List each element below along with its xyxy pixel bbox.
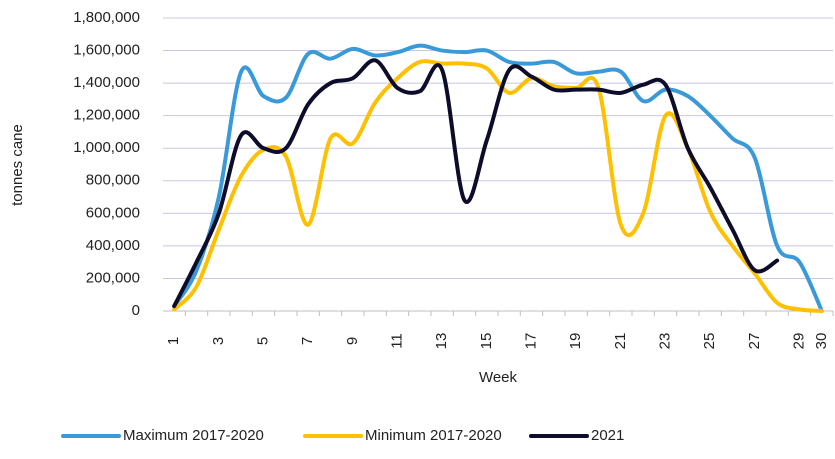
x-tick-label: 1 [165,337,182,345]
y-tick-label: 1,000,000 [73,139,140,156]
legend-label: Maximum 2017-2020 [123,427,264,444]
x-tick-label: 19 [567,333,584,350]
x-tick-label: 21 [612,333,629,350]
y-tick-label: 1,200,000 [73,107,140,124]
y-axis-title: tonnes cane [9,124,26,206]
x-tick-label: 30 [813,333,830,350]
x-tick-label: 15 [478,333,495,350]
y-tick-label: 0 [132,302,140,319]
x-tick-label: 7 [299,337,316,345]
x-tick-label: 9 [344,337,361,345]
x-axis-title: Week [479,369,518,386]
y-tick-label: 1,800,000 [73,9,140,26]
y-tick-label: 400,000 [86,237,140,254]
x-tick-label: 17 [522,333,539,350]
x-tick-label: 23 [656,333,673,350]
y-tick-label: 800,000 [86,172,140,189]
y-tick-label: 1,400,000 [73,74,140,91]
y-tick-label: 600,000 [86,204,140,221]
x-tick-label: 25 [701,333,718,350]
legend-label: 2021 [591,427,624,444]
x-tick-label: 11 [388,333,405,349]
series-line [172,43,824,313]
x-tick-label: 13 [433,333,450,350]
y-tick-label: 200,000 [86,269,140,286]
x-tick-label: 29 [790,333,807,350]
series-line [172,58,780,309]
x-tick-label: 3 [210,337,227,345]
x-tick-label: 5 [254,337,271,345]
x-tick-label: 27 [746,333,763,350]
legend-label: Minimum 2017-2020 [365,427,502,444]
y-tick-label: 1,600,000 [73,42,140,59]
